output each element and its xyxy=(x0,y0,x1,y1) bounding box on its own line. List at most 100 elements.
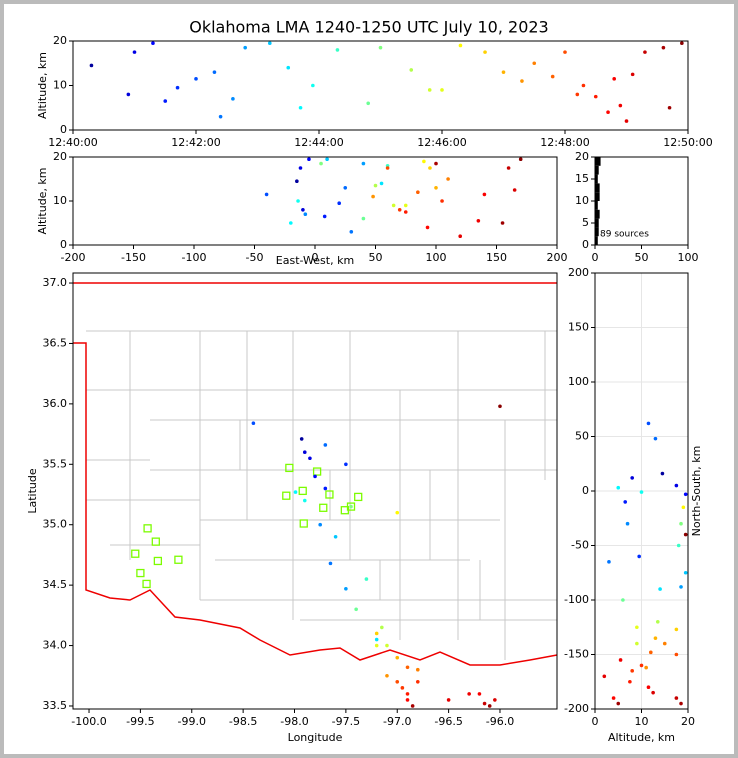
y-tick-label: 150 xyxy=(568,321,589,334)
source-point xyxy=(660,471,665,476)
source-point xyxy=(550,74,555,79)
source-point xyxy=(440,199,444,203)
source-point xyxy=(403,210,408,214)
source-point xyxy=(487,704,492,708)
source-point xyxy=(298,166,303,170)
x-tick-label: -150 xyxy=(121,251,146,264)
x-tick-label: -98.5 xyxy=(229,715,257,728)
source-point xyxy=(616,701,621,706)
source-point xyxy=(498,404,502,409)
source-point xyxy=(446,698,451,702)
source-point xyxy=(366,101,371,106)
source-point xyxy=(500,221,505,225)
histogram-bar xyxy=(595,209,600,219)
source-point xyxy=(264,192,269,197)
x-tick-label: -96.5 xyxy=(434,715,462,728)
source-point xyxy=(458,234,463,238)
state-border xyxy=(73,282,558,666)
source-point xyxy=(623,500,628,504)
x-tick-label: 12:48:00 xyxy=(540,136,589,149)
source-point xyxy=(681,505,686,510)
source-point xyxy=(427,88,432,92)
source-point xyxy=(325,157,329,161)
source-point xyxy=(581,83,586,88)
source-point xyxy=(335,48,340,52)
source-point xyxy=(482,192,487,197)
source-point xyxy=(618,658,623,662)
source-point xyxy=(289,221,293,225)
x-tick-label: -99.0 xyxy=(178,715,206,728)
source-point xyxy=(301,208,305,212)
source-point xyxy=(563,50,567,54)
source-point xyxy=(89,63,94,68)
y-tick-label: 34.0 xyxy=(43,639,68,652)
station xyxy=(151,537,160,546)
source-point xyxy=(624,119,629,123)
source-point xyxy=(651,690,655,695)
source-point xyxy=(630,72,635,77)
source-point xyxy=(625,521,630,526)
source-point xyxy=(385,166,390,170)
source-point xyxy=(385,673,389,678)
x-tick-label: 12:50:00 xyxy=(663,136,712,149)
source-point xyxy=(434,186,438,190)
x-axis-label: Altitude, km xyxy=(608,731,675,744)
source-point xyxy=(606,110,610,114)
source-point xyxy=(646,421,651,426)
station xyxy=(299,519,308,528)
source-point xyxy=(194,77,198,81)
source-point xyxy=(674,652,679,657)
source-point xyxy=(667,105,672,110)
station xyxy=(174,555,183,564)
source-point xyxy=(405,692,410,696)
source-point xyxy=(612,77,616,81)
y-tick-label: 20 xyxy=(575,150,589,163)
source-point xyxy=(344,462,348,467)
source-point xyxy=(512,188,517,192)
station xyxy=(354,492,363,502)
station xyxy=(153,556,163,566)
source-point xyxy=(644,665,648,670)
y-tick-label: 5 xyxy=(582,216,589,229)
y-tick-label: 100 xyxy=(568,375,589,388)
source-point xyxy=(658,587,662,591)
x-axis-label: Longitude xyxy=(288,731,343,744)
source-point xyxy=(674,483,679,488)
x-tick-label: 200 xyxy=(547,251,568,264)
source-point xyxy=(593,94,598,99)
source-point xyxy=(639,663,644,668)
x-tick-label: -100.0 xyxy=(71,715,106,728)
source-point xyxy=(415,680,420,684)
source-point xyxy=(683,532,688,537)
source-point xyxy=(649,650,653,655)
source-point xyxy=(344,586,348,591)
y-tick-label: 34.5 xyxy=(43,578,68,591)
x-tick-label: -97.0 xyxy=(383,715,411,728)
source-point xyxy=(674,696,679,700)
source-point xyxy=(425,225,430,230)
histogram-bar xyxy=(595,183,600,193)
axes-frame xyxy=(72,156,558,246)
source-point xyxy=(293,490,298,494)
source-point xyxy=(163,99,168,103)
source-point xyxy=(434,161,438,166)
source-point xyxy=(621,598,625,602)
histogram-bar xyxy=(595,174,598,184)
axes-frame xyxy=(72,272,558,710)
x-tick-label: -98.0 xyxy=(280,715,308,728)
source-point xyxy=(307,157,311,161)
source-point xyxy=(395,680,400,684)
source-point xyxy=(643,50,647,54)
source-point xyxy=(354,607,358,612)
source-point xyxy=(679,701,683,706)
station xyxy=(142,579,151,589)
source-point xyxy=(679,521,683,526)
source-point xyxy=(653,636,658,640)
source-point xyxy=(374,643,379,648)
source-point xyxy=(212,70,217,74)
y-tick-label: 36.5 xyxy=(43,336,68,349)
source-point xyxy=(268,41,272,46)
source-point xyxy=(467,692,471,696)
station xyxy=(285,463,294,473)
